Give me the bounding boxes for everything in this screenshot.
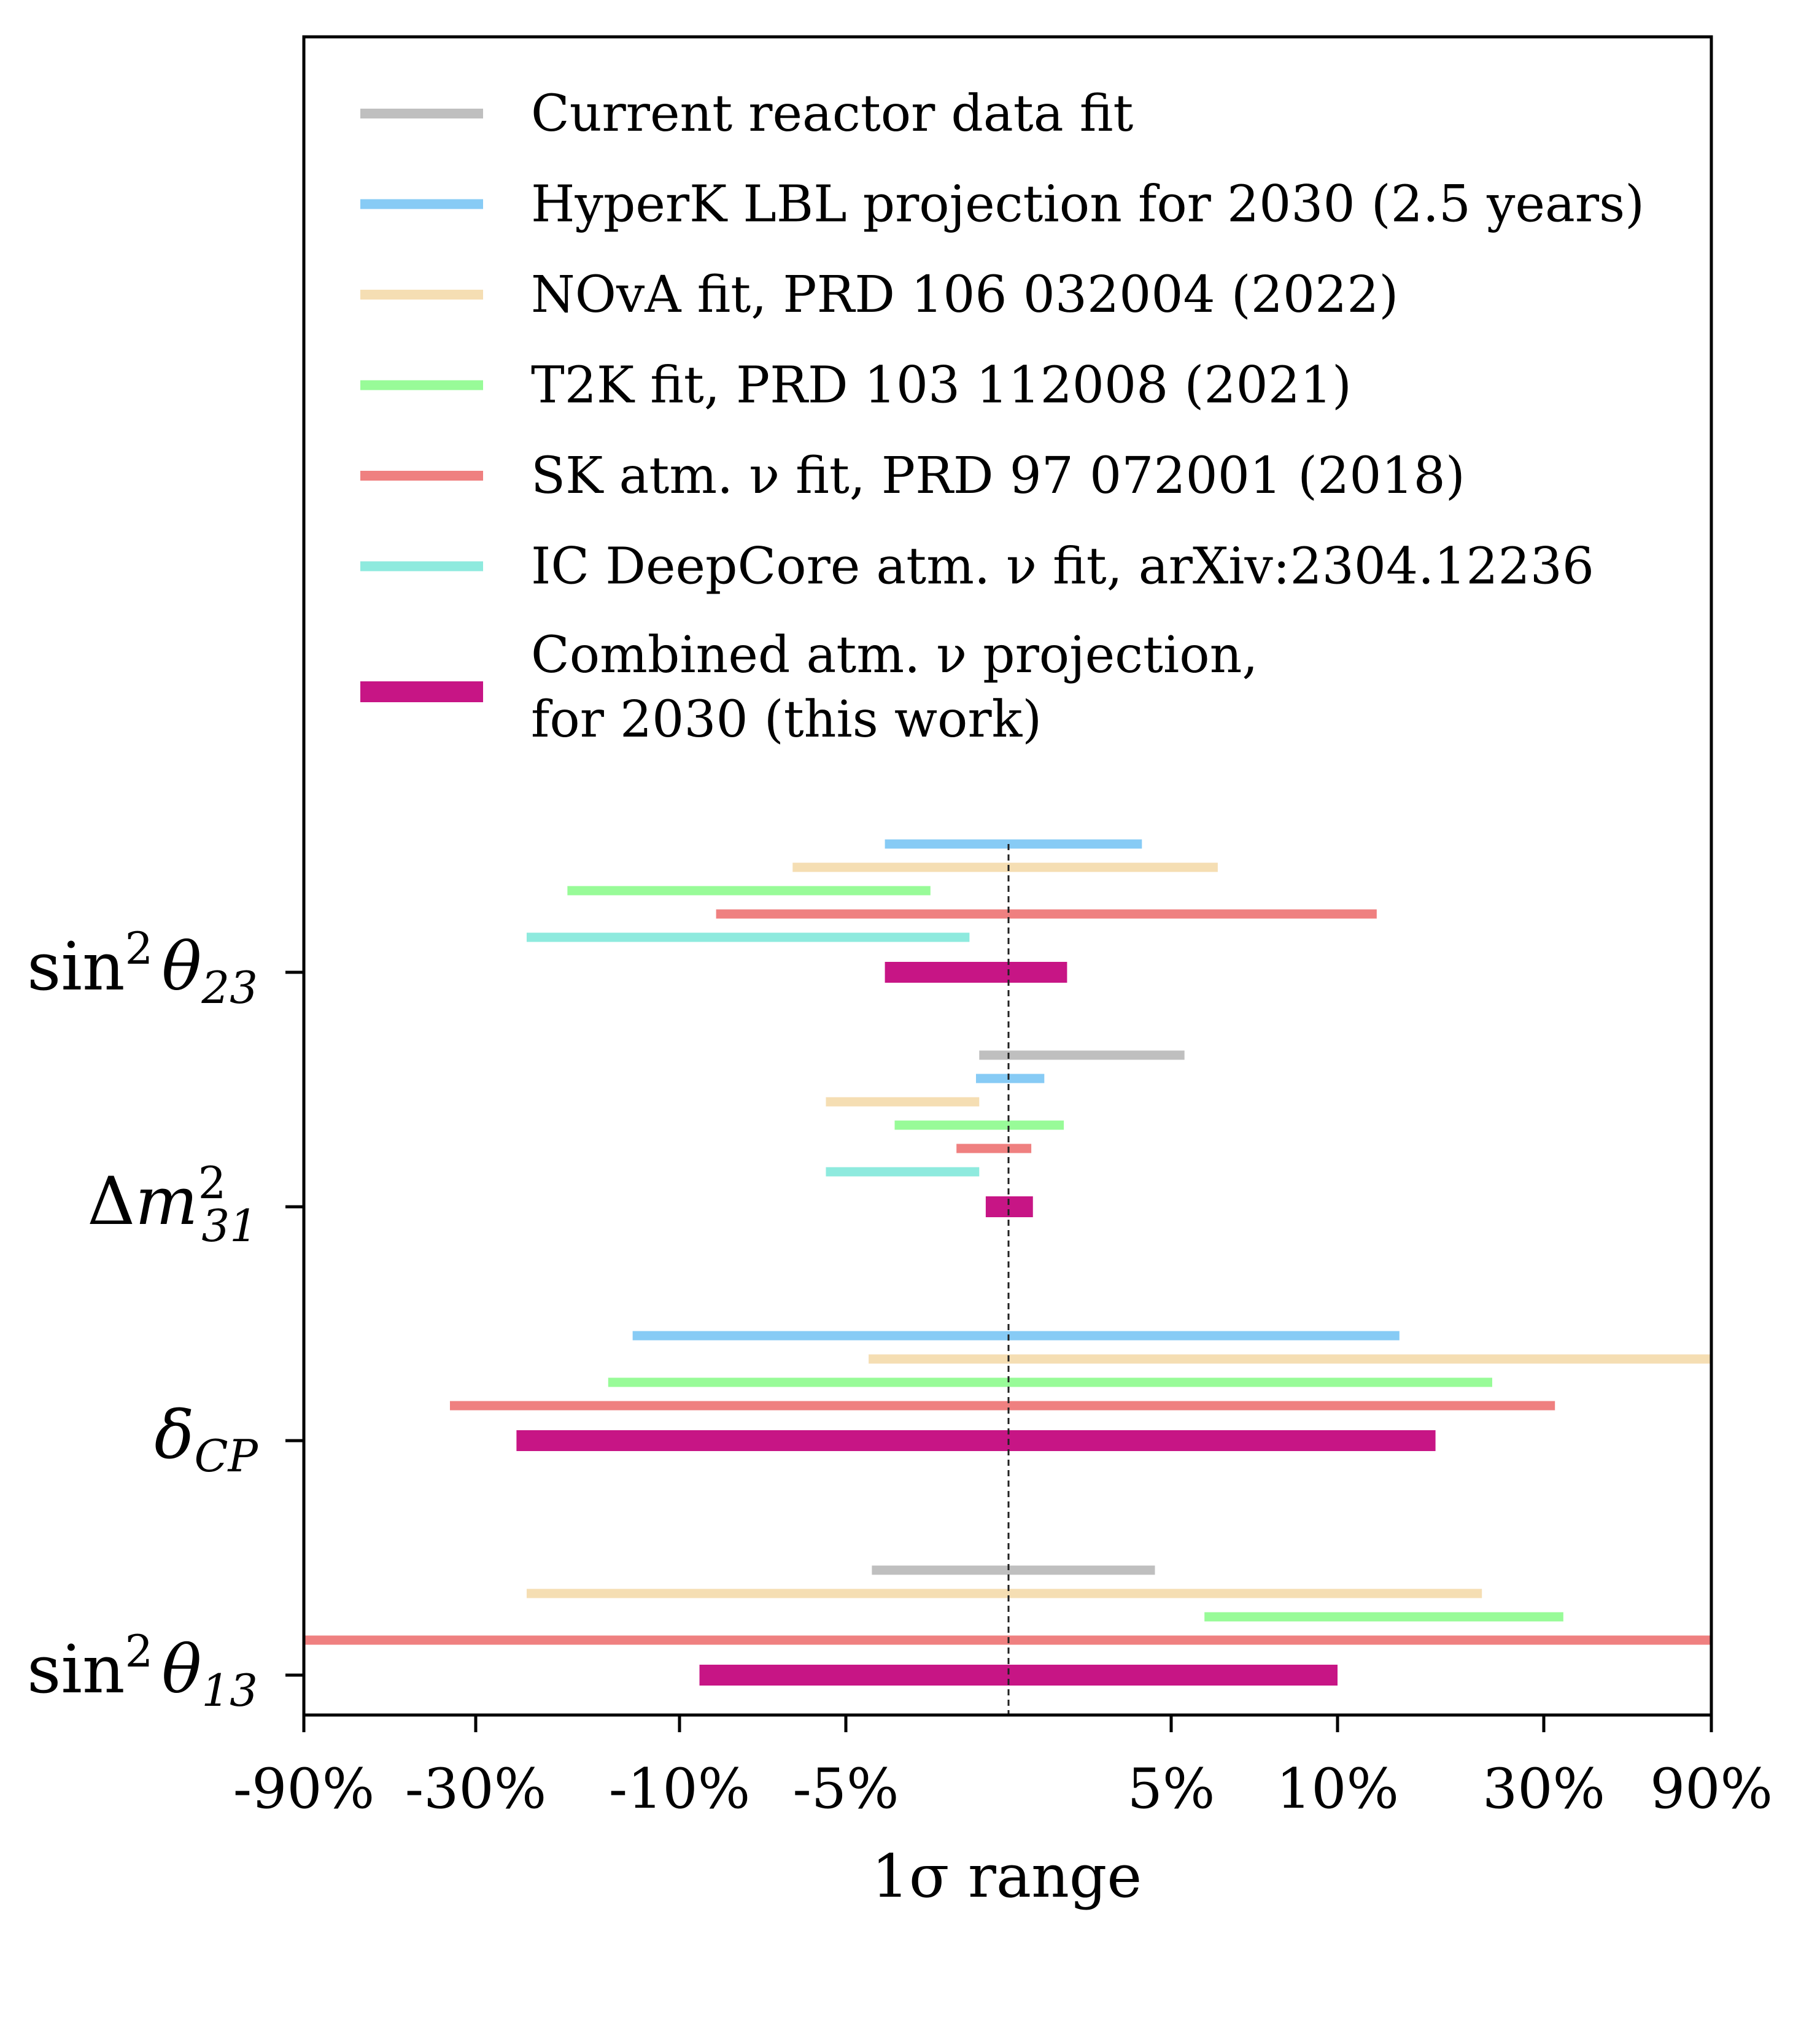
- parameter-group-s23: [527, 839, 1377, 983]
- range-bar-dcp-combined: [516, 1430, 1436, 1451]
- range-bar-dm31-reactor: [979, 1050, 1185, 1060]
- x-tick-label: 30%: [1482, 1757, 1605, 1821]
- y-tick-label-s13: sin2 θ13: [27, 1625, 258, 1716]
- legend-item-hyperk: HyperK LBL projection for 2030 (2.5 year…: [360, 176, 1644, 234]
- x-tick-label: -10%: [609, 1757, 750, 1821]
- range-bar-dm31-t2k: [894, 1120, 1064, 1130]
- legend-label-combined-line2: for 2030 (this work): [531, 691, 1042, 749]
- legend-swatch-combined: [360, 681, 483, 702]
- range-bar-s23-sk: [716, 909, 1377, 919]
- range-bar-dcp-t2k: [608, 1377, 1492, 1387]
- range-bar-dm31-sk: [956, 1144, 1032, 1153]
- legend-label-nova: NOvA fit, PRD 106 032004 (2022): [531, 266, 1398, 324]
- legend-item-t2k: T2K fit, PRD 103 112008 (2021): [360, 357, 1352, 415]
- y-tick-label-s23: sin2 θ23: [27, 923, 258, 1013]
- legend-swatch-icdc: [360, 561, 483, 571]
- legend-item-nova: NOvA fit, PRD 106 032004 (2022): [360, 266, 1398, 324]
- legend-swatch-hyperk: [360, 199, 483, 209]
- range-bar-dcp-nova: [869, 1354, 1711, 1364]
- range-bar-s23-hyperk: [885, 839, 1142, 849]
- range-bar-dcp-hyperk: [632, 1331, 1400, 1341]
- range-bar-s13-reactor: [872, 1565, 1155, 1575]
- range-bar-s23-combined: [885, 962, 1067, 983]
- range-bar-dm31-hyperk: [976, 1074, 1045, 1083]
- range-bar-s23-nova: [792, 862, 1218, 872]
- legend-swatch-nova: [360, 290, 483, 300]
- range-bar-dm31-icdc: [826, 1167, 980, 1177]
- legend-label-sk: SK atm. ν fit, PRD 97 072001 (2018): [531, 447, 1465, 505]
- legend-label-hyperk: HyperK LBL projection for 2030 (2.5 year…: [531, 176, 1644, 234]
- range-bar-dcp-sk: [450, 1401, 1555, 1411]
- data-layer: [304, 839, 1711, 1686]
- legend-item-reactor: Current reactor data fit: [360, 85, 1133, 143]
- range-bar-s13-combined: [699, 1665, 1338, 1686]
- x-tick-label: -30%: [405, 1757, 546, 1821]
- range-bar-s13-nova: [527, 1589, 1482, 1598]
- axes-frame: [302, 35, 1713, 1717]
- range-bar-s23-icdc: [527, 932, 970, 942]
- legend-swatch-sk: [360, 471, 483, 481]
- range-bar-s13-t2k: [1204, 1612, 1563, 1622]
- legend-label-t2k: T2K fit, PRD 103 112008 (2021): [531, 357, 1352, 415]
- legend-label-reactor: Current reactor data fit: [531, 85, 1133, 143]
- y-tick-label-dcp: δCP: [154, 1397, 258, 1482]
- x-tick-label: 5%: [1128, 1757, 1215, 1821]
- x-tick-label: -90%: [233, 1757, 374, 1821]
- x-axis-label: 1σ range: [872, 1842, 1142, 1911]
- legend-swatch-reactor: [360, 109, 483, 118]
- legend-label-combined-line1: Combined atm. ν projection,: [531, 626, 1258, 684]
- legend-swatch-t2k: [360, 380, 483, 390]
- legend-item-sk: SK atm. ν fit, PRD 97 072001 (2018): [360, 447, 1465, 505]
- range-bar-dm31-nova: [826, 1097, 980, 1107]
- x-tick-label: -5%: [792, 1757, 899, 1821]
- y-tick-label-dm31: Δm2 31: [87, 1157, 258, 1252]
- legend-label-icdc: IC DeepCore atm. ν fit, arXiv:2304.12236: [531, 538, 1594, 596]
- x-tick-label: 10%: [1276, 1757, 1399, 1821]
- parameter-group-dcp: [450, 1331, 1711, 1451]
- legend: Current reactor data fit HyperK LBL proje…: [360, 85, 1644, 749]
- legend-item-combined: Combined atm. ν projection, for 2030 (thi…: [360, 626, 1258, 749]
- x-tick-label: 90%: [1650, 1757, 1773, 1821]
- legend-item-icdc: IC DeepCore atm. ν fit, arXiv:2304.12236: [360, 538, 1594, 596]
- axes: -90% -30% -10% -5% 5% 10% 30% 90% sin2 θ23 Δm2 31 δC…: [27, 923, 1773, 1821]
- range-bar-s23-t2k: [567, 886, 931, 896]
